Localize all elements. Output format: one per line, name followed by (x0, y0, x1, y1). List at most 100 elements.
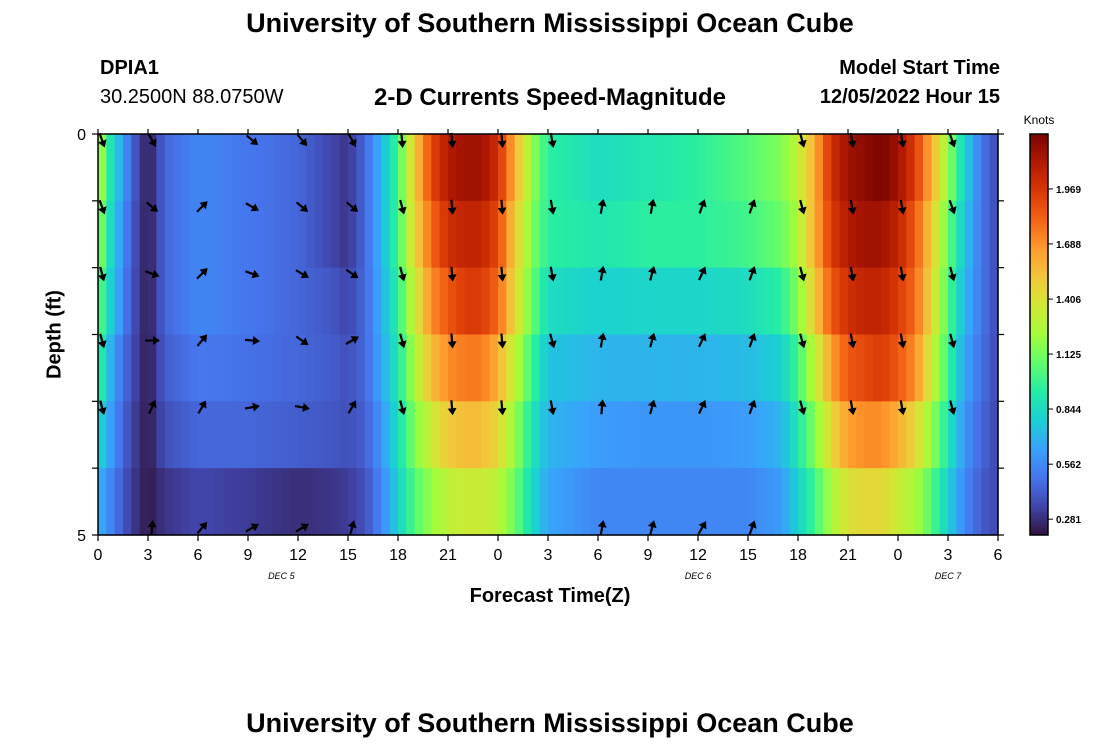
x-tick-label: 6 (594, 547, 603, 564)
heatmap-cell (989, 200, 999, 269)
heatmap-cell (898, 468, 907, 536)
heatmap-cell (681, 134, 691, 202)
heatmap-cell (631, 200, 641, 269)
heatmap-cell (856, 401, 866, 469)
heatmap-cell (573, 267, 582, 336)
heatmap-cell (373, 401, 382, 469)
heatmap-cell (123, 334, 132, 402)
colorbar-tick-label: 1.688 (1056, 240, 1081, 251)
x-tick-label: 18 (789, 547, 807, 564)
heatmap-cell (273, 468, 282, 536)
current-arrow (597, 265, 607, 281)
heatmap-cell (231, 468, 241, 536)
heatmap-cell (239, 401, 249, 469)
heatmap-cell (423, 200, 432, 269)
heatmap-cell (323, 267, 332, 336)
arrow-head (847, 407, 857, 416)
heatmap-cell (331, 134, 341, 202)
arrow-head (98, 139, 107, 148)
current-arrow (647, 520, 657, 536)
arrow-head (847, 140, 857, 148)
heatmap-cell (839, 468, 849, 536)
heatmap-cell (864, 468, 874, 536)
arrow-head (547, 207, 557, 215)
heatmap-cell (614, 134, 624, 202)
heatmap-cell (364, 267, 374, 336)
current-arrow (948, 199, 957, 215)
heatmap-cell (714, 134, 724, 202)
heatmap-cell (856, 267, 866, 336)
heatmap-cell (523, 200, 532, 269)
x-tick-label: 12 (689, 547, 707, 564)
heatmap-cell (531, 468, 541, 536)
heatmap-cell (314, 200, 324, 269)
heatmap-cell (189, 134, 199, 202)
heatmap-cell (956, 267, 966, 336)
heatmap-cell (523, 468, 532, 536)
heatmap-cell (431, 267, 441, 336)
heatmap-cell (664, 134, 674, 202)
arrow-head (348, 138, 357, 147)
heatmap-cell (831, 267, 841, 336)
arrow-head (748, 199, 757, 208)
heatmap-cell (823, 468, 832, 536)
current-arrow (847, 400, 857, 416)
heatmap-cell (564, 468, 574, 536)
heatmap-cell (723, 267, 732, 336)
current-arrow (597, 332, 607, 348)
heatmap-cell (389, 134, 399, 202)
heatmap-cell (323, 134, 332, 202)
heatmap-cell (573, 401, 582, 469)
heatmap-cell (756, 468, 766, 536)
heatmap-cell (798, 267, 807, 336)
heatmap-cell (231, 134, 241, 202)
heatmap-cell (564, 134, 574, 202)
heatmap-cell (123, 401, 132, 469)
heatmap-cell (881, 401, 891, 469)
heatmap-cell (156, 334, 166, 402)
heatmap-cell (856, 134, 866, 202)
heatmap-cell (956, 468, 966, 536)
heatmap-cell (664, 267, 674, 336)
heatmap-cell (931, 401, 941, 469)
heatmap-cell (556, 334, 566, 402)
arrow-head (947, 273, 957, 282)
heatmap-cell (489, 334, 499, 402)
x-tick-label: 9 (644, 547, 653, 564)
heatmap-cell (639, 401, 649, 469)
x-tick-label: 0 (494, 547, 503, 564)
heatmap-cell (523, 401, 532, 469)
heatmap-cell (581, 267, 591, 336)
heatmap-cell (214, 468, 224, 536)
heatmap-cell (881, 267, 891, 336)
heatmap-cell (973, 267, 982, 336)
heatmap-cell (931, 334, 941, 402)
arrow-head (299, 137, 308, 147)
heatmap-cell (314, 267, 324, 336)
heatmap-cell (731, 200, 741, 269)
current-arrow (797, 132, 807, 148)
heatmap-cell (906, 334, 916, 402)
current-arrow (797, 333, 807, 349)
heatmap-cell (148, 200, 157, 269)
heatmap-cell (456, 200, 466, 269)
heatmap-cell (381, 401, 391, 469)
heatmap-cell (339, 468, 349, 536)
heatmap-cell (431, 401, 441, 469)
heatmap-cell (198, 200, 207, 269)
heatmap-cell (406, 468, 416, 536)
heatmap-cell (448, 468, 457, 536)
heatmap-cell (389, 468, 399, 536)
heatmap-cell (181, 134, 191, 202)
heatmap-cell (331, 334, 341, 402)
x-tick-label: 3 (544, 547, 553, 564)
current-arrow (748, 332, 757, 348)
heatmap-cell (314, 401, 324, 469)
heatmap-cell (756, 334, 766, 402)
heatmap-cell (548, 468, 557, 536)
heatmap-cell (373, 468, 382, 536)
heatmap-cell (514, 401, 524, 469)
arrow-head (647, 198, 657, 207)
heatmap-cell (939, 468, 949, 536)
arrow-head (397, 206, 407, 215)
